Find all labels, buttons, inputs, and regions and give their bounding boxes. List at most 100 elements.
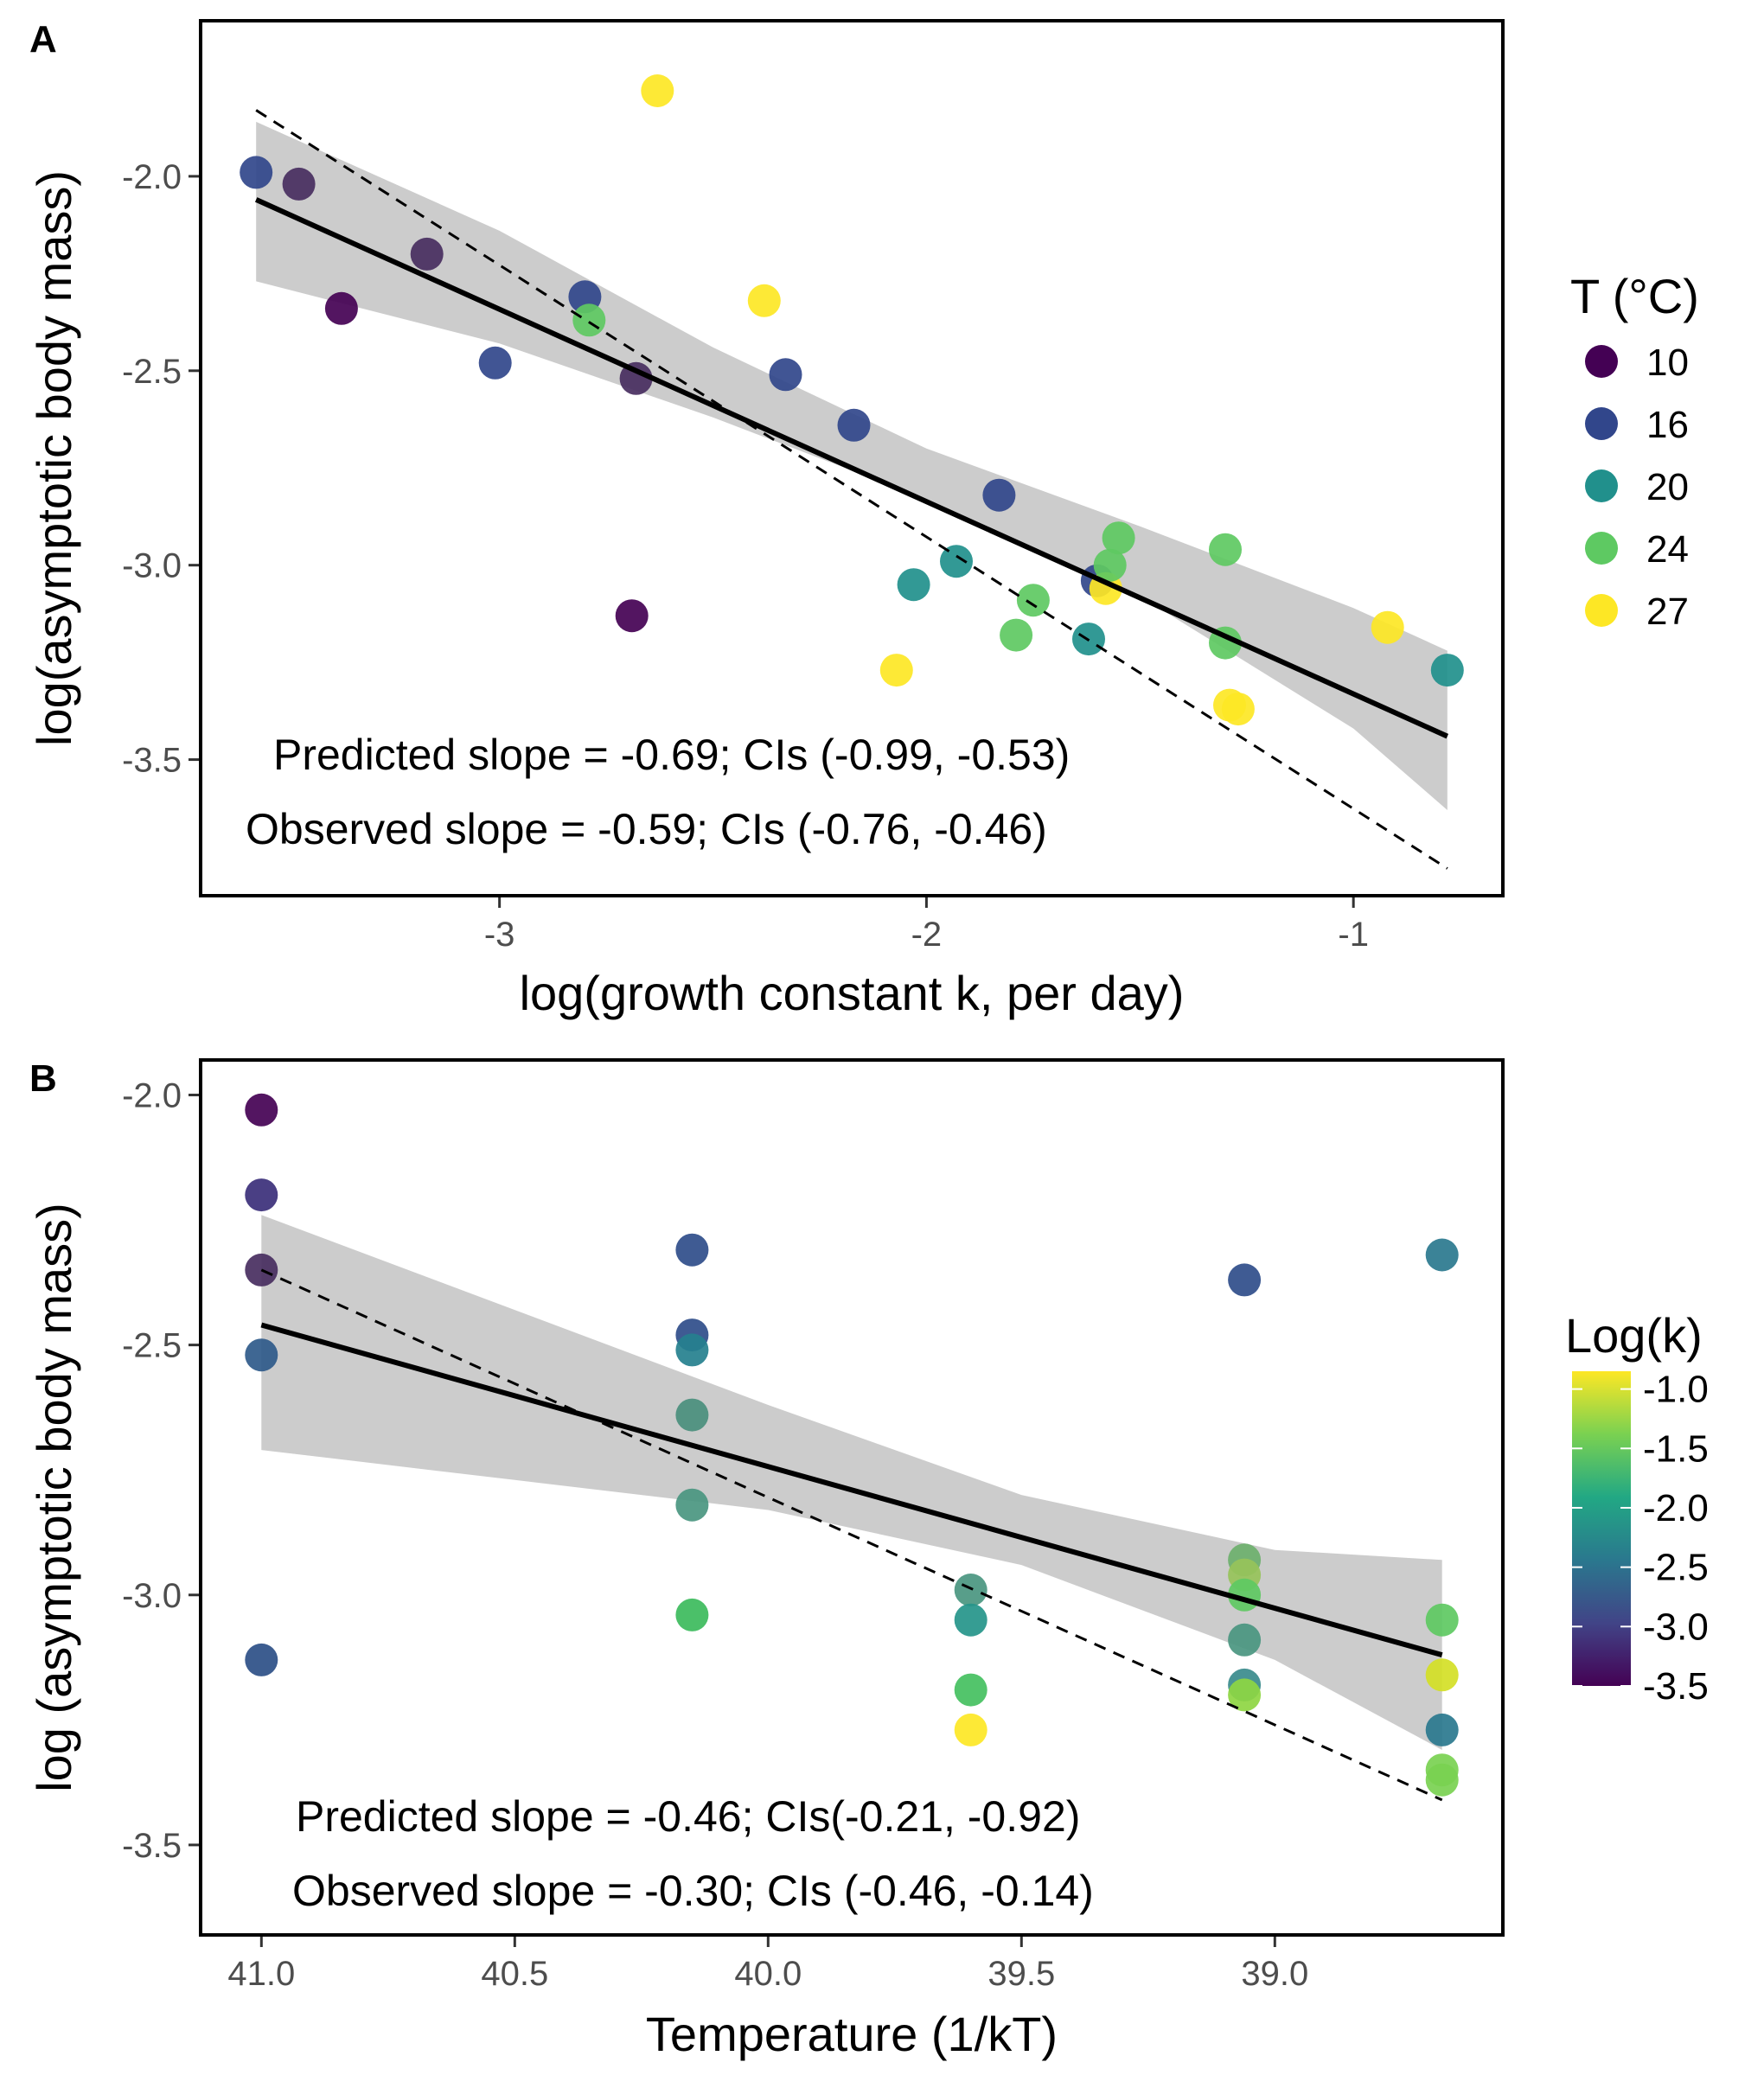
panel-b-x-tick-label: 41.0	[227, 1955, 295, 1993]
panel-b-lines	[260, 1268, 1443, 1802]
panel-b-confidence-band	[261, 1215, 1442, 1750]
panel-b-y-tick-label: -3.0	[122, 1577, 182, 1615]
panel-b-data-point	[245, 1253, 278, 1286]
panel-a-frame	[199, 19, 1505, 897]
panel-a-data-point	[282, 167, 316, 201]
panel-b-annotation-observed: Observed slope = -0.30; CIs (-0.46, -0.1…	[292, 1867, 1094, 1915]
panel-a-y-tick-label: -2.0	[122, 158, 182, 196]
panel-a-legend-swatch	[1585, 345, 1618, 378]
panel-b-data-point	[1425, 1238, 1459, 1272]
panel-a-data-point	[641, 74, 674, 107]
panel-b-annotation-predicted: Predicted slope = -0.46; CIs(-0.21, -0.9…	[296, 1792, 1080, 1841]
panel-b-colorbar-tick-label: -1.5	[1643, 1427, 1709, 1470]
panel-a-legend-label: 16	[1646, 404, 1689, 446]
panel-b-colorbar-tick-label: -1.0	[1643, 1369, 1709, 1411]
panel-a: A -3 -2 -1 -2.0 -2.5 -3.0 -3.5 Predicted slop…	[27, 18, 1699, 1020]
panel-a-annotation-predicted: Predicted slope = -0.69; CIs (-0.99, -0.…	[273, 731, 1070, 779]
panel-b-data-point	[1425, 1763, 1459, 1797]
panel-a-legend-label: 20	[1646, 466, 1689, 508]
panel-a-data-point	[769, 358, 802, 392]
panel-a-data-point	[837, 408, 871, 442]
panel-a-legend-swatch	[1585, 407, 1618, 440]
panel-a-data-point	[615, 599, 649, 633]
panel-a-y-ticks: -2.0 -2.5 -3.0 -3.5	[122, 158, 199, 780]
panel-a-y-tick-label: -3.0	[122, 547, 182, 585]
panel-a-observed-fit-line	[254, 197, 1449, 739]
panel-b-colorbar-tick-label: -3.0	[1643, 1606, 1709, 1648]
panel-a-legend-label: 10	[1646, 342, 1689, 384]
panel-a-data-point	[879, 654, 913, 687]
panel-a-data-point	[478, 346, 512, 380]
panel-a-x-axis-title: log(growth constant k, per day)	[520, 966, 1185, 1020]
panel-a-data-point	[324, 291, 358, 325]
panel-b-data-point	[1425, 1603, 1459, 1637]
panel-b-colorbar-legend: Log(k) -1.0 -1.5 -2.0 -2.5 -3.0 -3.5	[1565, 1308, 1709, 1708]
panel-b-colorbar-tick-label: -2.0	[1643, 1487, 1709, 1529]
panel-a-x-tick-label: -3	[484, 916, 515, 954]
panel-a-legend-label: 27	[1646, 591, 1689, 633]
panel-a-data-point	[572, 303, 606, 337]
panel-b-data-point	[1228, 1678, 1262, 1712]
panel-a-data-point	[1093, 548, 1127, 582]
panel-b-data-point	[954, 1574, 987, 1606]
panel-a-x-tick-label: -1	[1338, 916, 1369, 954]
panel-a-legend-swatch	[1585, 532, 1618, 565]
panel-a-data-point	[619, 361, 653, 395]
panel-b-x-ticks: 41.0 40.5 40.0 39.5 39.0	[227, 1937, 1308, 1993]
panel-b-x-tick-label: 40.0	[734, 1955, 802, 1993]
panel-b-data-point	[1228, 1263, 1262, 1297]
panel-a-y-tick-label: -3.5	[122, 742, 182, 780]
panel-a-data-point	[1102, 521, 1135, 555]
panel-b-data-point	[1228, 1623, 1262, 1657]
panel-a-data-point	[747, 284, 781, 317]
panel-b-y-tick-label: -2.0	[122, 1076, 182, 1114]
panel-b-y-ticks: -2.0 -2.5 -3.0 -3.5	[122, 1076, 199, 1865]
panel-b-colorbar	[1572, 1371, 1631, 1686]
panel-b-frame	[199, 1058, 1505, 1937]
panel-b: B 41.0 40.5 40.0 39.5 39.0 -2.0-2.5-3.0-3.5 …	[27, 1057, 1709, 2061]
panel-a-data-point	[1016, 584, 1050, 617]
panel-a-annotation-observed: Observed slope = -0.59; CIs (-0.76, -0.4…	[246, 805, 1047, 853]
panel-b-colorbar-tick-label: -3.5	[1643, 1665, 1709, 1708]
panel-b-data-point	[954, 1603, 987, 1637]
panel-a-x-ticks: -3 -2 -1	[484, 897, 1369, 954]
panel-a-y-tick-label: -2.5	[122, 353, 182, 391]
panel-a-lines	[254, 109, 1449, 870]
panel-b-data-point	[675, 1398, 709, 1432]
panel-b-colorbar-tick-label: -2.5	[1643, 1547, 1709, 1589]
panel-b-x-tick-label: 39.0	[1241, 1955, 1308, 1993]
panel-b-data-point	[245, 1643, 278, 1676]
panel-b-data-point	[954, 1713, 987, 1746]
panel-a-legend-swatch	[1585, 594, 1618, 627]
panel-a-legend-title: T (°C)	[1570, 269, 1699, 323]
panel-a-legend-items: 10 16 20 24 27	[1585, 342, 1689, 633]
panel-a-data-point	[1000, 618, 1033, 652]
panel-a-data-point	[1371, 610, 1404, 644]
panel-b-data-point	[245, 1338, 278, 1372]
panel-b-ci-band	[261, 1215, 1442, 1750]
panel-a-legend-label: 24	[1646, 528, 1689, 571]
panel-a-data-point	[240, 156, 273, 189]
panel-b-x-tick-label: 40.5	[481, 1955, 548, 1993]
panel-a-tag: A	[29, 18, 57, 61]
panel-b-legend-title: Log(k)	[1565, 1308, 1703, 1363]
panel-a-data-point	[897, 568, 930, 602]
panel-a-legend: T (°C) 10 16 20 24 27	[1570, 269, 1699, 633]
panel-b-data-point	[675, 1488, 709, 1522]
panel-a-data-point	[1430, 654, 1464, 687]
panel-b-predicted-slope-line	[260, 1268, 1443, 1802]
panel-b-data-point	[1425, 1658, 1459, 1692]
panel-a-data-point	[982, 478, 1016, 512]
panel-a-data-point	[940, 545, 973, 578]
panel-b-data-point	[954, 1673, 987, 1707]
panel-b-data-point	[675, 1233, 709, 1267]
panel-a-data-point	[410, 237, 444, 271]
panel-b-x-axis-title: Temperature (1/kT)	[646, 2007, 1058, 2061]
panel-b-data-point	[245, 1178, 278, 1212]
panel-b-data-point	[675, 1333, 709, 1367]
panel-b-data-point	[245, 1093, 278, 1127]
panel-a-legend-swatch	[1585, 469, 1618, 502]
panel-b-data-point	[1425, 1713, 1459, 1746]
panel-a-predicted-slope-line	[255, 109, 1448, 870]
